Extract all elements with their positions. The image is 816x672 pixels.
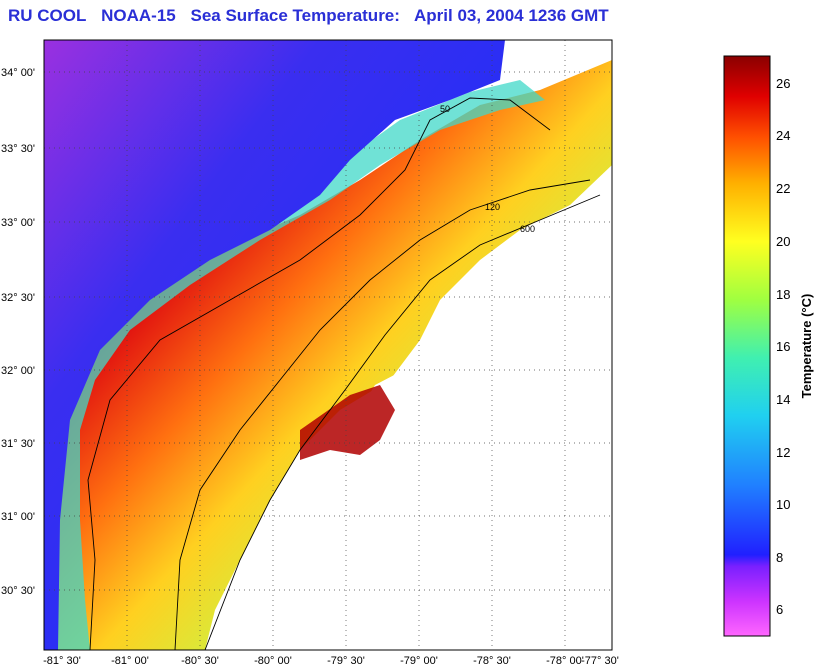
lon-label: -79° 00': [400, 655, 438, 667]
sst-map: [44, 40, 612, 650]
colorbar: [723, 55, 771, 637]
lon-label: -78° 00': [546, 655, 584, 667]
colorbar-tick: 22: [776, 181, 790, 196]
isobath-120: [174, 179, 591, 650]
lat-label: 30° 30': [1, 585, 35, 597]
colorbar-tick: 16: [776, 339, 790, 354]
lat-label: 33° 30': [1, 143, 35, 155]
colorbar-tick: 24: [776, 128, 790, 143]
colorbar-ticks: 26 24 22 20 18 16 14 12 10 8 6: [776, 76, 790, 617]
lat-label: 33° 00': [1, 217, 35, 229]
lat-label: 31° 00': [1, 511, 35, 523]
colorbar-tick: 14: [776, 392, 790, 407]
map-title: RU COOL NOAA-15 Sea Surface Temperature:…: [8, 6, 619, 26]
isobath-600: [204, 194, 601, 650]
lon-label: -79° 30': [327, 655, 365, 667]
land-area: [44, 40, 505, 650]
graticule: [44, 40, 612, 650]
contour-label-50: 50: [440, 104, 450, 114]
colorbar-tick: 20: [776, 234, 790, 249]
lat-label: 31° 30': [1, 438, 35, 450]
colorbar-tick: 12: [776, 445, 790, 460]
lon-label: -80° 00': [254, 655, 292, 667]
map-frame: [43, 39, 613, 651]
title-datetime: April 03, 2004 1236 GMT: [414, 6, 609, 25]
lat-label: 32° 30': [1, 292, 35, 304]
lon-label: -78° 30': [473, 655, 511, 667]
lon-label: -80° 30': [181, 655, 219, 667]
colorbar-tick: 10: [776, 497, 790, 512]
ocean-sst-field: [44, 60, 612, 650]
isobath-50: [87, 97, 551, 650]
contour-label-600: 600: [520, 224, 535, 234]
colorbar-tick: 6: [776, 602, 783, 617]
colorbar-tick: 26: [776, 76, 790, 91]
latitude-labels: 34° 00' 33° 30' 33° 00' 32° 30' 32° 00' …: [1, 67, 35, 597]
lon-label: -81° 00': [111, 655, 149, 667]
cloud-area: [230, 170, 612, 650]
colorbar-tick: 18: [776, 287, 790, 302]
title-satellite: NOAA-15: [101, 6, 176, 25]
colorbar-tick: 8: [776, 550, 783, 565]
colorbar-label: Temperature (°C): [799, 294, 814, 399]
lat-label: 34° 00': [1, 67, 35, 79]
title-product: Sea Surface Temperature:: [190, 6, 400, 25]
longitude-labels: -81° 30' -81° 00' -80° 30' -80° 00' -79°…: [43, 655, 619, 667]
lon-label: -77° 30': [581, 655, 619, 667]
contour-label-120: 120: [485, 202, 500, 212]
title-org: RU COOL: [8, 6, 87, 25]
lat-label: 32° 00': [1, 365, 35, 377]
lon-label: -81° 30': [43, 655, 81, 667]
